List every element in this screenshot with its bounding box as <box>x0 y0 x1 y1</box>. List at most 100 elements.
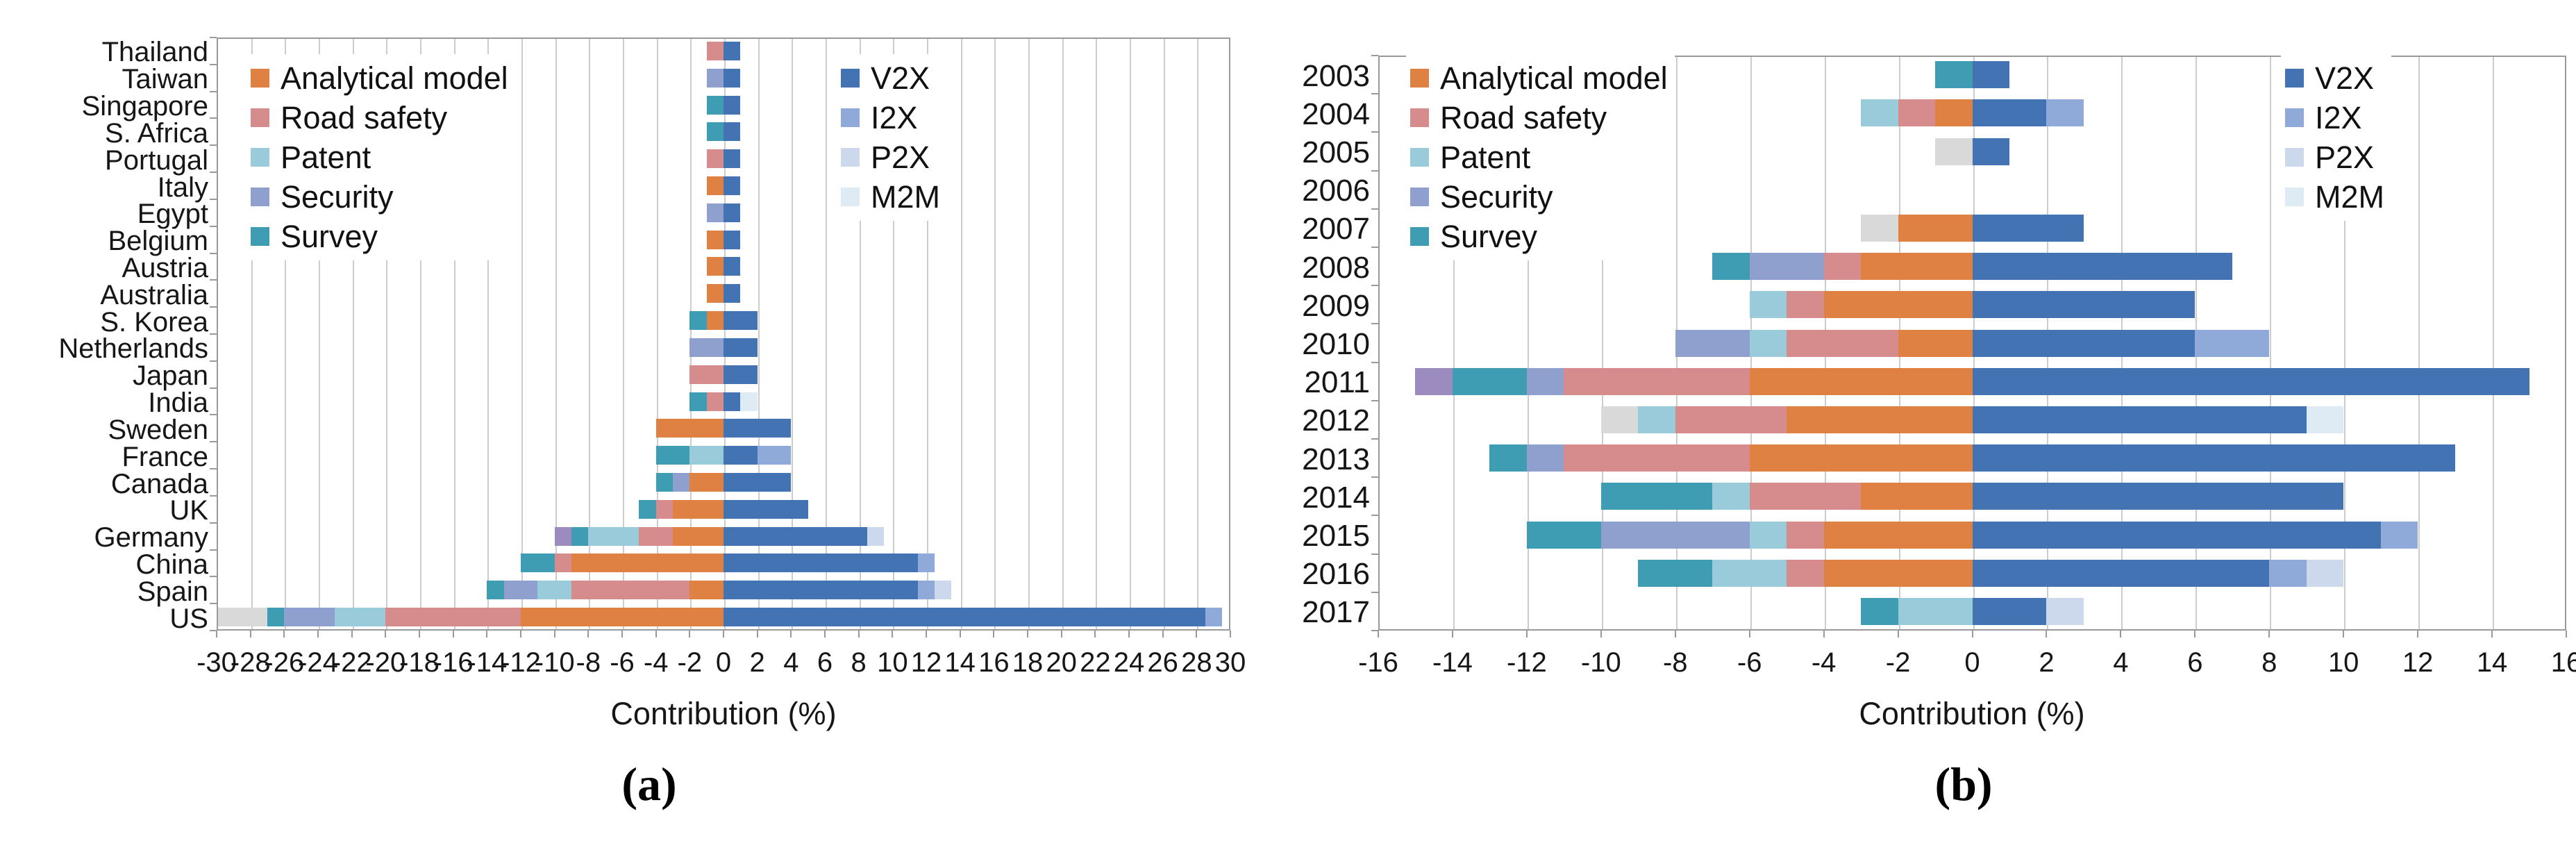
bar-segment-v2x <box>724 392 741 411</box>
bar-segment-v2x <box>1972 406 2307 433</box>
y-axis-label: 2013 <box>1302 442 1370 476</box>
x-axis-tick-label: 24 <box>1113 647 1145 678</box>
x-axis-tick-label: 2 <box>2039 647 2055 678</box>
y-axis-tick <box>1371 55 1378 56</box>
legend-item-m2m: M2M <box>841 177 940 217</box>
legend-swatch-sec-icon <box>251 188 269 206</box>
x-axis-tick-label: 4 <box>2113 647 2129 678</box>
bar-segment-pur <box>554 526 571 546</box>
x-axis-tick-label: 30 <box>1214 647 1246 678</box>
legend-label-rs: Road safety <box>1440 99 1607 135</box>
bar-segment-v2x <box>724 419 792 438</box>
gridline <box>1453 57 1455 629</box>
x-axis-tick-label: 22 <box>1080 647 1111 678</box>
legend-swatch-v2x-icon <box>841 69 860 88</box>
bar-segment-v2x <box>1972 253 2232 281</box>
bar-segment-sec <box>1526 367 1564 395</box>
bar-segment-gray <box>218 608 267 627</box>
y-axis-tick <box>1371 476 1378 478</box>
y-axis-label: Egypt <box>137 199 208 230</box>
bar-segment-v2x <box>1972 291 2196 319</box>
x-axis-tick <box>1897 631 1899 638</box>
bar-segment-v2x <box>724 338 758 357</box>
bar-segment-am <box>1823 291 1973 319</box>
bar-segment-pat <box>588 526 639 546</box>
bar-segment-rs <box>1564 367 1750 395</box>
x-axis-tick <box>993 631 995 638</box>
bar-segment-i2x <box>2269 559 2307 587</box>
y-axis-tick <box>210 603 217 605</box>
bar-segment-gray <box>1861 214 1898 242</box>
x-axis-tick-label: 18 <box>1012 647 1044 678</box>
x-axis-tick-label: 8 <box>2261 647 2277 678</box>
legend-item-am: Analytical model <box>1410 58 1668 98</box>
bar-segment-v2x <box>1972 559 2270 587</box>
bar-segment-p2x <box>2046 597 2084 625</box>
y-axis-label: China <box>135 549 208 580</box>
legend-label-pat: Patent <box>1440 139 1531 175</box>
bar-segment-am <box>706 230 724 249</box>
caption-a: (a) <box>621 758 677 810</box>
y-axis-label: Sweden <box>108 414 208 445</box>
x-axis-tick <box>858 631 860 638</box>
bar-segment-rs <box>1787 559 1824 587</box>
bar-segment-v2x <box>1972 329 2196 357</box>
y-axis-tick <box>210 198 217 200</box>
x-axis-tick-label: 12 <box>910 647 942 678</box>
y-axis-tick <box>210 225 217 227</box>
y-axis-tick <box>1371 208 1378 210</box>
y-axis-label: 2004 <box>1302 97 1370 131</box>
x-axis-tick <box>756 631 758 638</box>
legend-label-am: Analytical model <box>1440 60 1668 96</box>
gridline <box>2418 57 2420 629</box>
bar-segment-v2x <box>724 499 808 519</box>
bar-segment-rs <box>1787 291 1824 319</box>
y-axis-label: Taiwan <box>122 64 208 95</box>
bar-segment-sec <box>503 581 538 600</box>
bar-segment-rs <box>554 553 571 573</box>
bar-segment-rs <box>385 608 521 627</box>
legend-b-right: V2X I2X P2X M2M <box>2281 54 2391 221</box>
legend-swatch-v2x-icon <box>2285 69 2304 88</box>
legend-label-sec: Security <box>281 178 394 215</box>
y-axis-label: 2008 <box>1302 250 1370 285</box>
bar-segment-sur <box>706 122 724 142</box>
bar-segment-sec <box>1749 253 1824 281</box>
x-axis-tick <box>1230 631 1231 638</box>
legend-item-rs: Road safety <box>1410 98 1668 138</box>
bar-segment-v2x <box>724 68 741 88</box>
bar-segment-pur <box>1415 367 1453 395</box>
x-axis-tick-label: 4 <box>783 647 799 678</box>
gridline <box>623 39 624 629</box>
bar-segment-pat <box>1898 597 1973 625</box>
bar-segment-am <box>655 419 724 438</box>
legend-label-sur: Survey <box>1440 218 1538 254</box>
bar-segment-sec <box>673 473 690 492</box>
gridline <box>453 39 455 629</box>
x-axis-tick-label: 6 <box>817 647 833 678</box>
y-axis-tick <box>1371 169 1378 172</box>
y-axis-label: 2006 <box>1302 174 1370 208</box>
bar-segment-sec <box>284 608 335 627</box>
legend-swatch-sur-icon <box>251 227 269 246</box>
gridline <box>792 39 794 629</box>
y-axis-tick <box>210 63 217 65</box>
x-axis-tick-label: 6 <box>2187 647 2203 678</box>
bar-segment-am <box>689 473 724 492</box>
x-axis-tick <box>2566 631 2567 638</box>
x-axis-tick-label: -26 <box>264 647 305 678</box>
bar-segment-gray <box>1600 406 1639 433</box>
legend-label-m2m: M2M <box>2315 178 2384 215</box>
y-axis-tick <box>210 414 217 416</box>
bar-segment-pat <box>689 446 724 465</box>
y-axis-tick <box>1371 630 1378 631</box>
x-axis-tick <box>553 631 555 638</box>
bar-segment-am <box>706 284 724 303</box>
y-axis-label: Portugal <box>105 144 208 176</box>
x-axis-tick-label: -16 <box>1358 647 1398 678</box>
y-axis-label: 2003 <box>1302 58 1370 93</box>
y-axis-label: 2012 <box>1302 403 1370 438</box>
y-axis-label: Spain <box>137 576 208 607</box>
legend-label-pat: Patent <box>281 139 371 175</box>
